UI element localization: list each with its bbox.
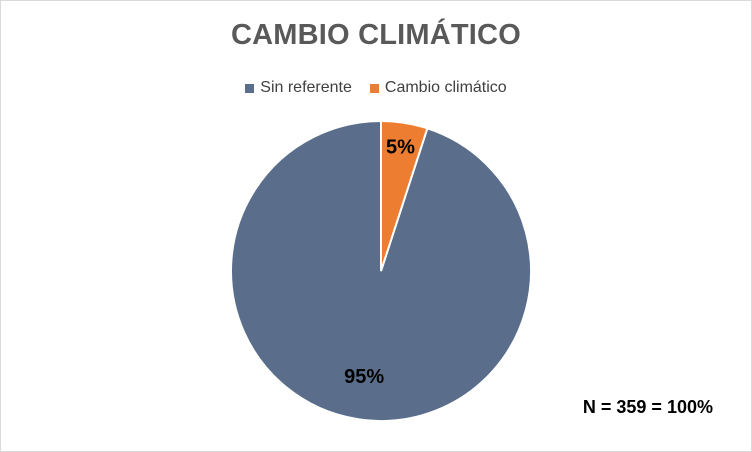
legend-item-cambio-climatico: Cambio climático <box>369 79 507 97</box>
legend-item-sin-referente: Sin referente <box>245 79 352 97</box>
legend-label-cambio-climatico: Cambio climático <box>384 79 507 96</box>
pie-slice-cambio-climatico <box>380 119 429 272</box>
chart-title: CAMBIO CLIMÁTICO <box>231 19 521 51</box>
data-label-sin-referente: 95% <box>344 366 384 388</box>
chart-legend: Sin referente Cambio climático <box>1 79 751 97</box>
legend-swatch-sin-referente <box>245 83 255 93</box>
data-label-cambio-climatico: 5% <box>386 136 415 158</box>
sample-size-note: N = 359 = 100% <box>582 397 713 417</box>
legend-swatch-cambio-climatico <box>369 83 379 93</box>
legend-label-sin-referente: Sin referente <box>260 79 352 96</box>
